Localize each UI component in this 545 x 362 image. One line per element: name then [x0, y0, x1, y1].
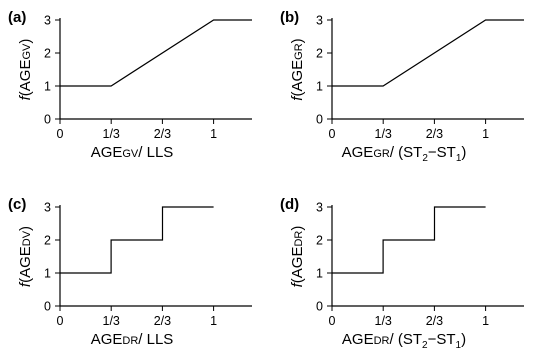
- y-label-sub: GV: [21, 43, 33, 60]
- x-tick-label: 1/3: [375, 127, 392, 141]
- y-tick-label: 1: [316, 80, 323, 94]
- y-tick-label: 2: [316, 47, 323, 61]
- x-tick-label: 1: [482, 314, 489, 328]
- x-label-suffix: / LLS: [138, 144, 173, 161]
- panel-c: 0 1/3 2/3 1 0 1 2 3 (c) f(AGEDV) AGEDR/ LLS: [8, 196, 252, 348]
- x-label-sub1: 2: [422, 153, 428, 164]
- x-label-end: ): [461, 331, 466, 348]
- x-tick-label: 0: [57, 127, 64, 141]
- panel-label: (c): [8, 196, 26, 213]
- series-line: [332, 19, 524, 87]
- x-label-suffix: / LLS: [138, 331, 173, 348]
- x-tick-label: 1: [210, 127, 217, 141]
- panel-label: (b): [280, 9, 299, 26]
- y-tick-label: 0: [44, 113, 51, 127]
- x-tick-label: 2/3: [154, 314, 171, 328]
- y-axis-label: f(AGEDR): [289, 226, 306, 288]
- y-tick-label: 1: [44, 80, 51, 94]
- x-tick-label: 2/3: [426, 314, 443, 328]
- x-axis-label: AGEDR/ (ST2−ST1): [342, 331, 466, 351]
- y-tick-label: 3: [316, 201, 323, 215]
- x-tick-label: 2/3: [154, 127, 171, 141]
- y-tick-label: 3: [44, 14, 51, 28]
- series-line: [60, 206, 214, 274]
- x-label-sub2: 1: [456, 340, 462, 351]
- x-label-mid: −ST: [428, 144, 456, 161]
- y-tick-label: 1: [316, 267, 323, 281]
- x-label-end: ): [461, 144, 466, 161]
- x-label-sub: DR: [122, 335, 138, 347]
- y-label-sub: DV: [21, 230, 33, 246]
- x-tick-label: 1/3: [103, 127, 120, 141]
- panel-label: (d): [280, 196, 299, 213]
- y-label-prefix: (AGE: [17, 246, 34, 283]
- y-tick-label: 3: [316, 14, 323, 28]
- x-axis-label: AGEDR/ LLS: [91, 331, 174, 348]
- x-tick-label: 0: [329, 314, 336, 328]
- y-label-func: f: [17, 281, 34, 287]
- x-tick-label: 0: [329, 127, 336, 141]
- y-label-prefix: (AGE: [289, 247, 306, 284]
- y-label-suffix: ): [17, 39, 34, 44]
- y-tick-label: 1: [44, 267, 51, 281]
- x-label-suffix: / (ST: [390, 144, 423, 161]
- y-label-sub: DR: [293, 231, 305, 247]
- x-label-mid: −ST: [428, 331, 456, 348]
- x-tick-label: 0: [57, 314, 64, 328]
- y-label-func: f: [17, 94, 34, 100]
- y-tick-label: 2: [44, 47, 51, 61]
- x-label-sub: DR: [374, 335, 390, 347]
- y-label-prefix: (AGE: [17, 60, 34, 97]
- y-tick-label: 0: [316, 113, 323, 127]
- y-label-func: f: [289, 281, 306, 287]
- x-tick-label: 1: [482, 127, 489, 141]
- x-label-prefix: AGE: [91, 144, 123, 161]
- x-tick-label: 1/3: [375, 314, 392, 328]
- x-tick-label: 1/3: [103, 314, 120, 328]
- x-tick-label: 1: [210, 314, 217, 328]
- y-label-suffix: ): [17, 226, 34, 231]
- y-tick-label: 2: [44, 234, 51, 248]
- x-axis-label: AGEGR/ (ST2−ST1): [342, 144, 467, 164]
- x-axis-label: AGEGV/ LLS: [91, 144, 174, 161]
- y-label-prefix: (AGE: [289, 60, 306, 97]
- y-tick-label: 0: [44, 300, 51, 314]
- y-axis-label: f(AGEGV): [17, 39, 34, 101]
- x-label-sub2: 1: [456, 153, 462, 164]
- x-label-sub: GR: [373, 148, 390, 160]
- y-label-sub: GR: [293, 43, 305, 60]
- y-label-suffix: ): [289, 226, 306, 231]
- x-label-prefix: AGE: [342, 331, 374, 348]
- y-label-suffix: ): [289, 38, 306, 43]
- x-label-prefix: AGE: [91, 331, 123, 348]
- y-axis-label: f(AGEDV): [17, 226, 34, 287]
- y-tick-label: 3: [44, 201, 51, 215]
- x-tick-label: 2/3: [426, 127, 443, 141]
- y-tick-label: 0: [316, 300, 323, 314]
- y-axis-label: f(AGEGR): [289, 38, 306, 100]
- y-label-func: f: [289, 95, 306, 101]
- series-line: [332, 206, 486, 274]
- x-label-suffix: / (ST: [390, 331, 423, 348]
- y-tick-label: 2: [316, 234, 323, 248]
- series-line: [60, 19, 252, 87]
- panel-label: (a): [8, 9, 26, 26]
- x-label-prefix: AGE: [342, 144, 374, 161]
- x-label-sub: GV: [122, 148, 139, 160]
- x-label-sub1: 2: [422, 340, 428, 351]
